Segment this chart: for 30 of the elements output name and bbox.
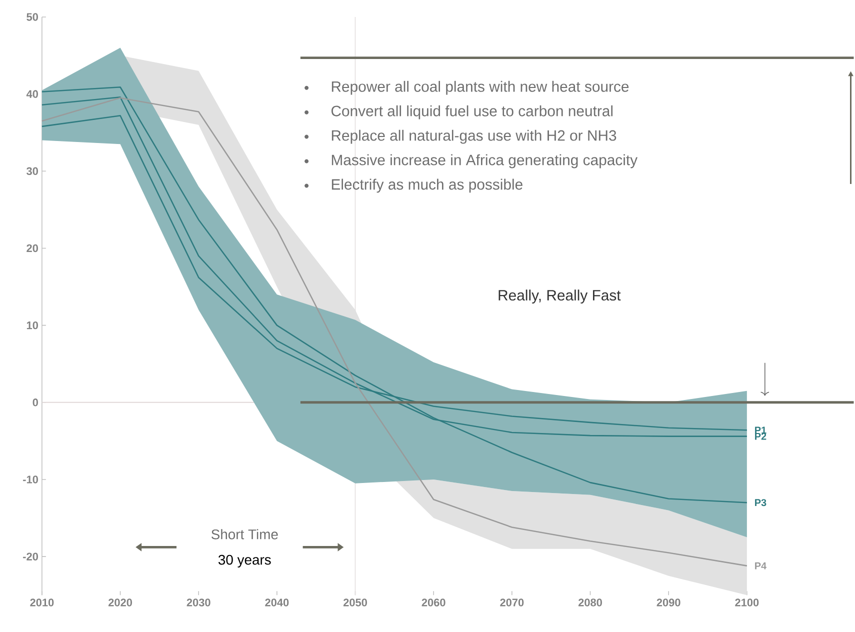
y-tick-label: -20 — [23, 552, 38, 560]
annotation: Really, Really Fast — [498, 290, 621, 304]
x-tick-label: 2100 — [735, 598, 759, 606]
annotation: Replace all natural-gas use with H2 or NH3 — [332, 130, 616, 144]
y-tick-label: 10 — [26, 321, 38, 330]
series-label: P1 — [755, 426, 766, 434]
x-tick-label: 2050 — [343, 598, 367, 606]
y-tick-label: 50 — [26, 13, 38, 21]
x-tick-label: 2030 — [186, 598, 210, 606]
y-tick-label: 40 — [26, 90, 38, 98]
annotation: Massive increase in Africa generating capacity — [332, 154, 638, 168]
x-tick-label: 2080 — [578, 598, 602, 606]
x-tick-label: 2060 — [422, 598, 446, 606]
x-tick-label: 2020 — [108, 598, 132, 606]
annotation: Convert all liquid fuel use to carbon neutral — [331, 105, 613, 120]
y-tick-label: 30 — [26, 167, 38, 175]
annotation: Electrify as much as possible — [332, 178, 522, 193]
y-tick-label: 0 — [32, 398, 38, 406]
x-tick-label: 2040 — [265, 598, 289, 606]
series-label: P2 — [755, 432, 766, 440]
y-tick-label: -10 — [23, 476, 38, 484]
series-label: P3 — [755, 499, 766, 506]
series-label: P4 — [755, 562, 766, 570]
annotation: Short Time — [211, 529, 278, 540]
x-tick-label: 2010 — [30, 598, 54, 606]
x-tick-label: 2070 — [500, 598, 524, 606]
x-tick-label: 2090 — [656, 598, 680, 606]
annotation: 30 years — [218, 554, 271, 568]
annotation: Repower all coal plants with new heat source — [332, 80, 629, 95]
y-tick-label: 20 — [26, 244, 38, 252]
